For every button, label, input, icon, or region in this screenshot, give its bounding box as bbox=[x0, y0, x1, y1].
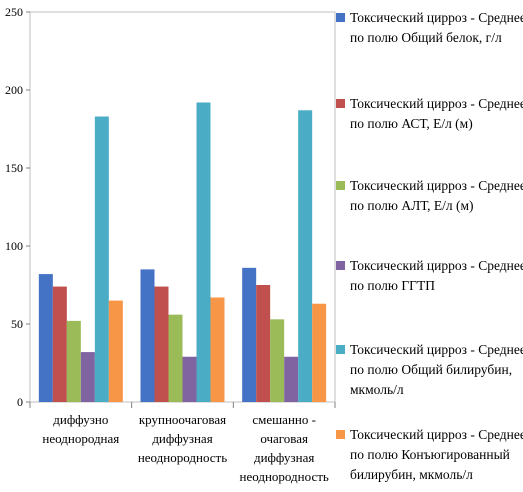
bar-series-5 bbox=[298, 110, 313, 402]
legend-item: Токсический цирроз - Среднее по полю ГГТ… bbox=[336, 256, 523, 296]
bar-series-1 bbox=[140, 269, 155, 402]
x-category-label-line: диффузно bbox=[53, 412, 108, 427]
bar-series-2 bbox=[154, 286, 169, 402]
x-category-label-line: неоднородность bbox=[240, 469, 329, 484]
x-category-label-line: диффузная bbox=[152, 431, 212, 446]
bar-series-6 bbox=[210, 297, 225, 402]
x-category-label-line: крупноочаговая bbox=[139, 412, 226, 427]
bar-series-5 bbox=[94, 116, 109, 403]
legend-label: Токсический цирроз - Среднее по полю Общ… bbox=[350, 10, 523, 45]
x-category-label-line: очаговая bbox=[260, 431, 308, 446]
legend-item: Токсический цирроз - Среднее по полю АСТ… bbox=[336, 94, 523, 134]
legend-swatch bbox=[336, 261, 345, 270]
legend-swatch bbox=[336, 181, 345, 190]
legend-item: Токсический цирроз - Среднее по полю Общ… bbox=[336, 340, 523, 400]
bar-series-5 bbox=[196, 102, 211, 402]
legend-label: Токсический цирроз - Среднее по полю Общ… bbox=[350, 342, 523, 397]
legend-swatch bbox=[336, 13, 345, 22]
y-tick-label: 200 bbox=[5, 83, 23, 97]
x-category-label-line: неоднородность bbox=[138, 450, 227, 465]
y-tick-label: 250 bbox=[5, 5, 23, 19]
bar-series-4 bbox=[182, 356, 197, 402]
y-tick-label: 150 bbox=[5, 161, 23, 175]
legend-item: Токсический цирроз - Среднее по полю АЛТ… bbox=[336, 176, 523, 216]
x-category-label-line: смешанно - bbox=[252, 412, 316, 427]
x-category-label-line: диффузная bbox=[254, 450, 314, 465]
legend-item: Токсический цирроз - Среднее по полю Общ… bbox=[336, 8, 523, 48]
legend-swatch bbox=[336, 345, 345, 354]
y-tick-label: 50 bbox=[11, 317, 23, 331]
x-category-label: диффузно неоднородная bbox=[42, 412, 119, 446]
legend-swatch bbox=[336, 430, 345, 439]
legend-label: Токсический цирроз - Среднее по полю Кон… bbox=[350, 427, 523, 482]
bar-series-6 bbox=[312, 303, 327, 402]
legend-label: Токсический цирроз - Среднее по полю АЛТ… bbox=[350, 178, 523, 213]
y-tick-label: 0 bbox=[17, 395, 23, 409]
bar-chart: 0 50 100 150 200 250 диффузно неоднородная крупн… bbox=[5, 5, 336, 484]
x-category-label: смешанно - очаговая диффузная неоднородност… bbox=[240, 412, 329, 484]
bar-series-1 bbox=[242, 267, 257, 402]
y-tick-label: 100 bbox=[5, 239, 23, 253]
legend-label: Токсический цирроз - Среднее по полю ГГТ… bbox=[350, 258, 523, 293]
legend-label: Токсический цирроз - Среднее по полю АСТ… bbox=[350, 96, 523, 131]
bar-series-3 bbox=[66, 320, 81, 402]
legend-item: Токсический цирроз - Среднее по полю Кон… bbox=[336, 425, 523, 485]
bar-series-2 bbox=[52, 286, 67, 402]
bar-series-6 bbox=[108, 300, 123, 402]
legend-swatch bbox=[336, 99, 345, 108]
bar-series-3 bbox=[270, 319, 285, 402]
bar-series-2 bbox=[256, 285, 271, 402]
bar-series-4 bbox=[284, 356, 299, 402]
x-category-label-line: неоднородная bbox=[42, 431, 119, 446]
x-category-label: крупноочаговая диффузная неоднородность bbox=[138, 412, 227, 465]
bar-series-1 bbox=[38, 274, 53, 402]
bar-series-3 bbox=[168, 314, 183, 402]
bar-series-4 bbox=[80, 352, 95, 402]
